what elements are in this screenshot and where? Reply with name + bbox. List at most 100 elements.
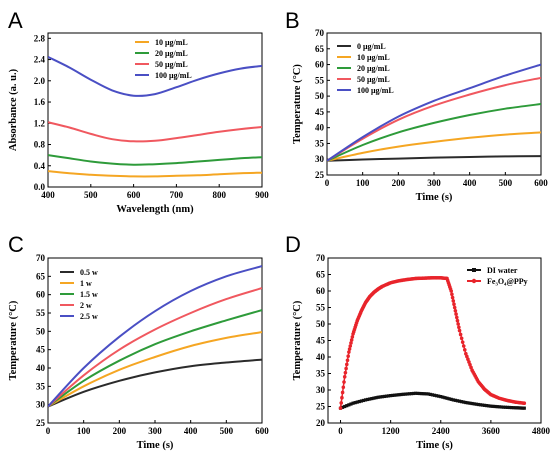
data-point [351, 401, 355, 405]
data-point [457, 325, 461, 330]
data-point [426, 392, 430, 396]
data-point [368, 397, 372, 401]
data-point [343, 370, 348, 375]
data-point [342, 380, 346, 384]
x-tick-label: 3600 [482, 426, 501, 436]
y-tick-label: 45 [36, 345, 46, 355]
series-line-1 [327, 131, 541, 162]
data-point [409, 392, 414, 396]
legend-label: 2.5 w [80, 312, 98, 321]
data-point [347, 403, 351, 407]
x-tick-label: 500 [84, 190, 98, 200]
data-point [403, 392, 407, 396]
x-tick-label: 400 [463, 178, 477, 188]
data-point [361, 398, 366, 403]
legend-label: 50 μg/mL [357, 75, 390, 84]
data-point [452, 302, 456, 307]
data-point [508, 405, 512, 410]
data-point [338, 406, 343, 410]
y-axis-label: Temperature (°C) [8, 300, 19, 380]
y-tick-label: 50 [36, 326, 46, 336]
y-tick-label: 0.4 [34, 161, 46, 171]
data-point [341, 385, 346, 390]
legend-label: 2 w [80, 301, 92, 310]
data-point [345, 358, 350, 363]
legend-label: 1.5 w [80, 290, 98, 299]
data-point [458, 332, 463, 337]
data-point [384, 394, 389, 398]
data-point [469, 365, 473, 370]
y-tick-label: 70 [316, 253, 326, 263]
legend-label: 20 μg/mL [357, 64, 390, 73]
data-point [451, 299, 456, 303]
series-line-1 [48, 154, 262, 166]
x-tick-label: 2400 [432, 426, 451, 436]
data-point [341, 405, 345, 409]
data-point [401, 392, 405, 396]
data-point [454, 315, 459, 320]
data-point [432, 393, 437, 397]
y-tick-label: 65 [316, 270, 326, 280]
x-tick-label: 600 [127, 190, 141, 200]
data-point [348, 344, 353, 348]
data-point [466, 401, 470, 405]
legend-label: 1 w [80, 279, 92, 288]
data-point [386, 394, 391, 398]
data-point [456, 322, 460, 326]
data-point [491, 404, 495, 408]
y-tick-label: 60 [315, 60, 325, 70]
legend-label: 10 μg/mL [357, 53, 390, 62]
data-point [428, 392, 432, 396]
data-point [339, 401, 344, 405]
data-point [447, 397, 451, 401]
data-point [349, 338, 354, 342]
y-tick-label: 1.2 [34, 118, 46, 128]
data-point [480, 403, 485, 407]
x-axis-label: Time (s) [137, 440, 174, 451]
data-point [399, 392, 403, 397]
data-point [452, 305, 457, 310]
data-point [439, 395, 443, 399]
data-point [505, 405, 510, 409]
data-point [501, 405, 506, 409]
data-point [376, 395, 380, 399]
y-tick-label: 30 [315, 154, 325, 164]
x-tick-label: 500 [220, 426, 234, 436]
y-tick-label: 40 [36, 363, 46, 373]
data-point [391, 393, 395, 397]
data-point [344, 366, 348, 371]
data-point [522, 401, 527, 406]
data-point [443, 396, 447, 400]
data-point [510, 406, 514, 410]
data-point [382, 394, 386, 399]
legend-label: Fe₃O₄@PPy [487, 277, 528, 286]
data-point [345, 404, 349, 408]
series-line-0 [48, 358, 262, 408]
data-point [489, 404, 493, 408]
data-point [457, 328, 462, 333]
x-tick-label: 200 [113, 426, 127, 436]
data-point [363, 398, 368, 402]
legend-label: 50 μg/mL [155, 60, 188, 69]
y-tick-label: 65 [315, 44, 325, 54]
data-point [418, 391, 422, 396]
data-point [416, 391, 420, 396]
data-point [374, 396, 378, 400]
panel-letter: C [8, 232, 24, 257]
data-point [464, 400, 468, 405]
series-line-2 [48, 309, 262, 408]
x-tick-label: 300 [427, 178, 441, 188]
x-tick-label: 400 [184, 426, 198, 436]
series-line-1 [48, 331, 262, 408]
data-point [389, 394, 393, 398]
data-point [462, 348, 467, 352]
y-tick-label: 50 [316, 319, 326, 329]
series-line-2 [327, 103, 541, 162]
panel-letter: D [285, 232, 301, 257]
y-tick-label: 60 [316, 286, 326, 296]
data-point [453, 309, 458, 313]
data-point [437, 394, 441, 398]
data-point [420, 392, 424, 396]
x-tick-label: 400 [41, 190, 55, 200]
